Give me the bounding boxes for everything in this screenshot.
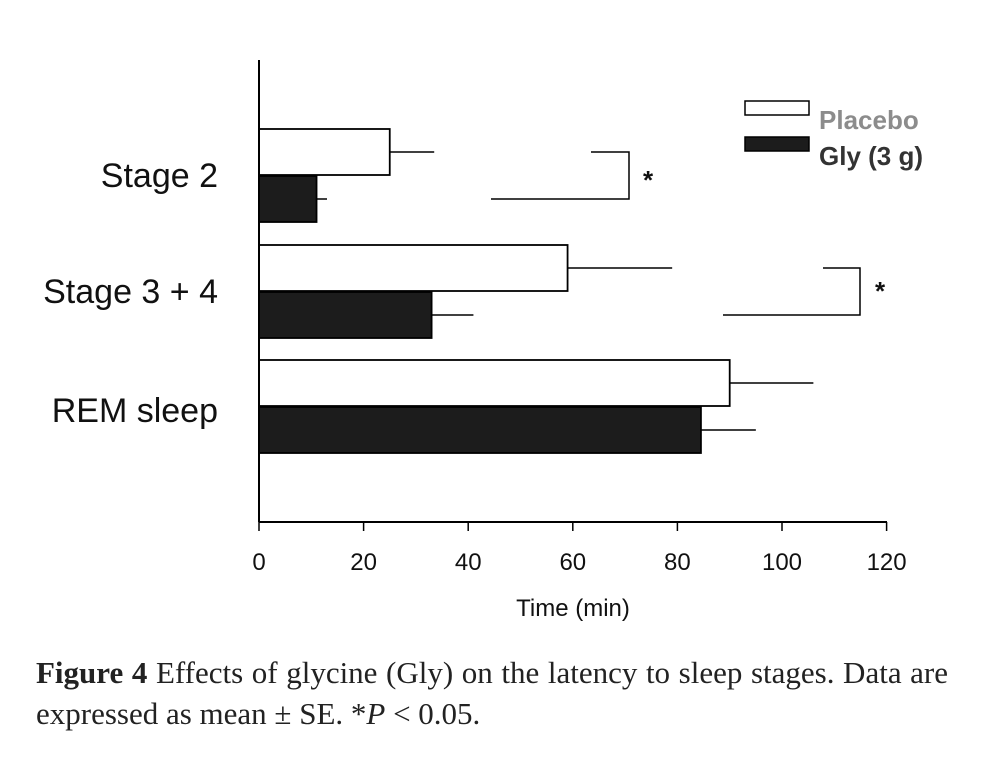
x-tick-label-20: 20 [350,549,377,576]
bracket-line-2 [723,267,861,316]
category-label-1: Stage 2 [101,157,218,195]
legend: Placebo Gly (3 g) [744,100,923,171]
x-tick-label-100: 100 [762,549,802,576]
x-tick-label-60: 60 [559,549,586,576]
category-labels-layer: Stage 2 Stage 3 + 4 REM sleep [43,157,218,430]
error-bars-layer [316,151,814,431]
x-tick-label-40: 40 [455,549,482,576]
x-axis-label: Time (min) [516,595,630,622]
caption-text-end: < 0.05. [385,696,481,731]
significance-star-2: * [875,276,886,306]
x-tick-label-0: 0 [252,549,265,576]
x-tick-label-120: 120 [867,549,907,576]
significance-bracket-2: * [723,267,886,316]
x-tick-label-80: 80 [664,549,691,576]
caption-p-symbol: P [366,696,386,731]
x-ticks-layer: 0 20 40 60 80 100 120 [252,522,907,576]
caption-text: Effects of glycine (Gly) on the latency … [36,655,949,731]
category-label-2: Stage 3 + 4 [43,273,218,311]
bracket-line-1 [491,151,630,200]
bar-placebo-3 [258,359,731,407]
significance-star-1: * [643,165,654,195]
bar-gly-1 [258,175,318,223]
legend-swatch-gly [744,136,810,152]
chart: * * Time (min) 0 20 40 60 80 100 120 Stage 2 Sta… [43,60,923,622]
legend-label-placebo: Placebo [819,105,919,135]
bar-gly-2 [258,291,433,339]
figure-caption: Figure 4 Effects of glycine (Gly) on the… [36,652,948,734]
caption-figure-label: Figure 4 [36,655,148,690]
legend-label-gly: Gly (3 g) [819,141,923,171]
bars-layer [258,128,731,454]
significance-layer: ** [491,151,886,316]
bar-placebo-2 [258,244,569,292]
bar-chart-svg: ** Time (min) 0 20 40 60 80 100 120 Stage 2Sta… [43,60,923,622]
category-label-3: REM sleep [52,392,218,430]
bar-placebo-1 [258,128,391,176]
legend-swatch-placebo [744,100,810,116]
bar-gly-3 [258,406,702,454]
significance-bracket-1: * [491,151,654,200]
